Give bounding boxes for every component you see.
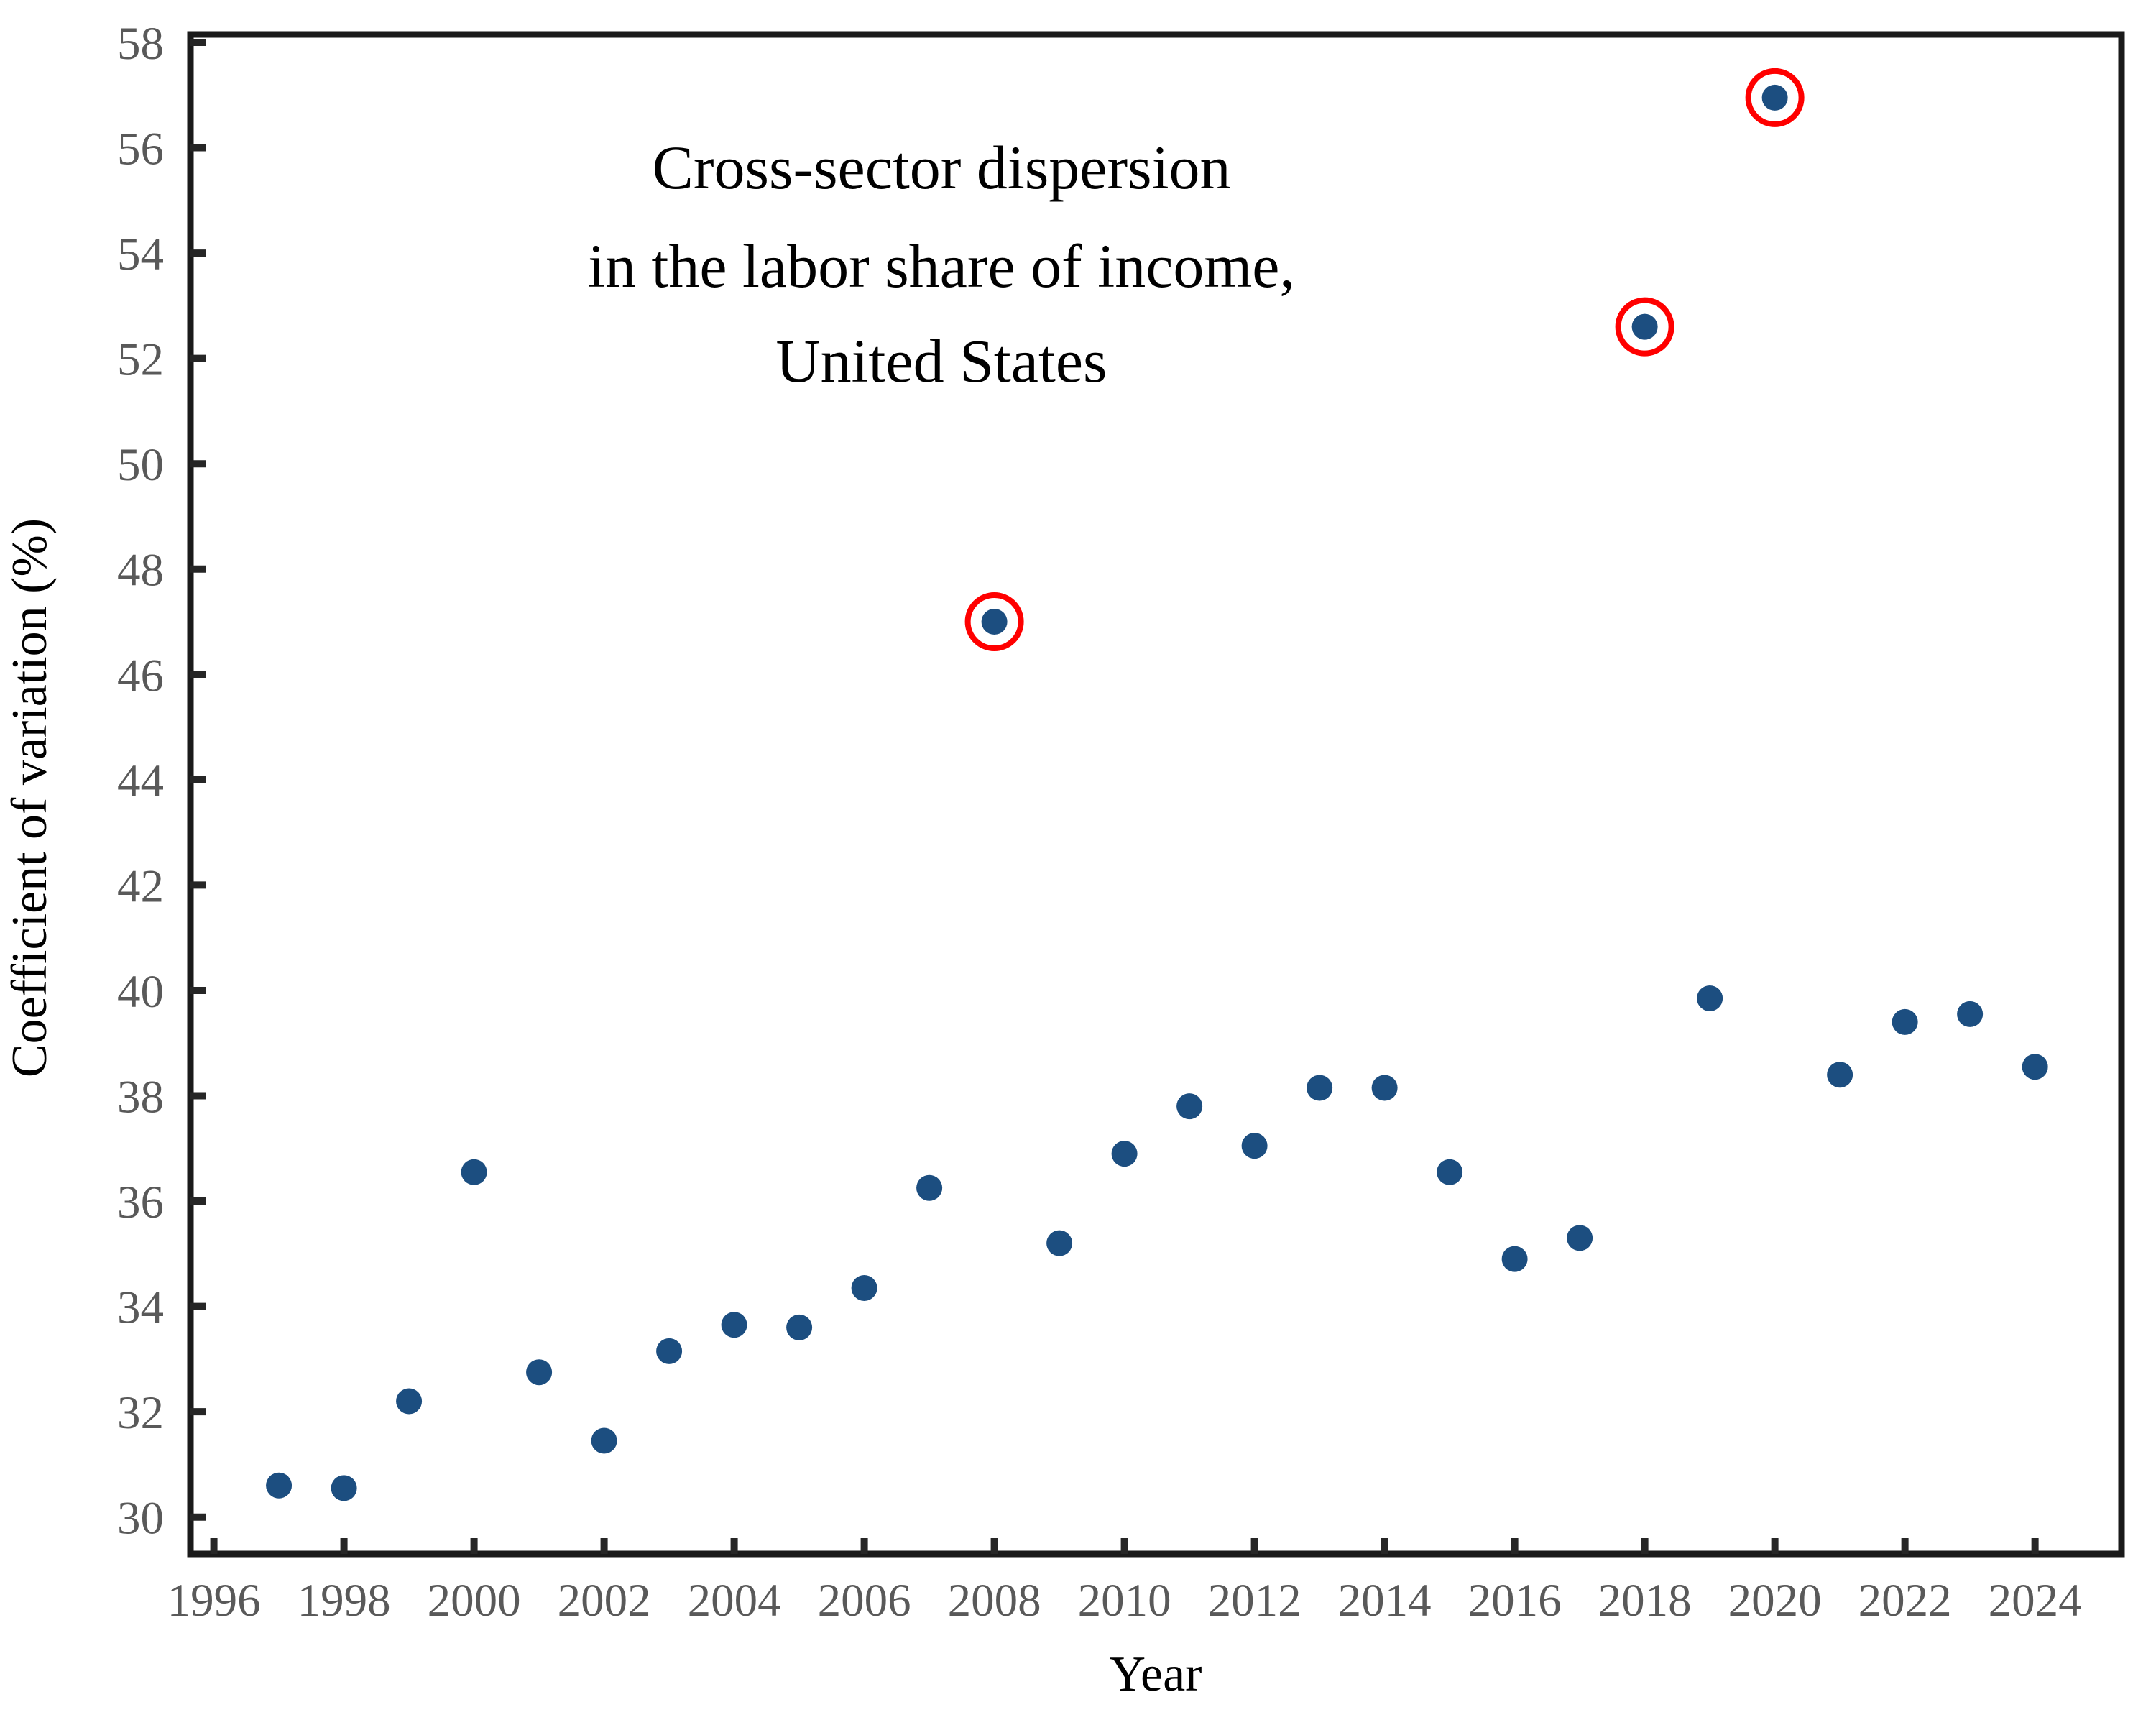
data-point (1111, 1141, 1138, 1167)
y-tick-label: 36 (117, 1177, 164, 1228)
plot-border (187, 31, 2125, 1558)
chart-title-line-3: United States (776, 326, 1107, 395)
data-point (461, 1159, 487, 1185)
data-point (1176, 1093, 1203, 1120)
highlight-ring (1745, 68, 1805, 127)
data-point (396, 1388, 423, 1414)
data-points (266, 68, 2048, 1501)
axis-tick-labels: 30 32 34 36 38 40 42 44 46 48 50 52 54 56 58 1996 1998 20… (117, 18, 2082, 1627)
x-tick-label: 2016 (1468, 1575, 1562, 1627)
data-point (656, 1338, 683, 1364)
y-tick-label: 50 (117, 439, 164, 491)
data-point (1241, 1133, 1268, 1159)
x-tick-label: 2024 (1989, 1575, 2082, 1627)
x-tick-label: 2014 (1338, 1575, 1432, 1627)
y-tick-label: 30 (117, 1493, 164, 1545)
data-point (851, 1274, 877, 1301)
x-tick-label: 2000 (428, 1575, 521, 1627)
y-tick-label: 32 (117, 1387, 164, 1439)
x-tick-label: 2012 (1208, 1575, 1302, 1627)
y-tick-label: 42 (117, 860, 164, 912)
highlight-ring (964, 592, 1024, 652)
highlight-ring (1615, 297, 1674, 356)
chart-title-line-2: in the labor share of income, (588, 231, 1295, 300)
data-point (1761, 84, 1788, 111)
data-point (1827, 1062, 1853, 1088)
y-tick-label: 34 (117, 1282, 164, 1334)
x-tick-label: 2020 (1728, 1575, 1822, 1627)
y-tick-label: 44 (117, 755, 164, 807)
x-tick-label: 2004 (688, 1575, 781, 1627)
data-point (1307, 1075, 1333, 1101)
plot-frame (187, 31, 2125, 1558)
x-tick-label: 2022 (1858, 1575, 1952, 1627)
y-tick-label: 48 (117, 545, 164, 597)
chart-title-line-1: Cross-sector dispersion (653, 133, 1231, 202)
y-tick-label: 38 (117, 1072, 164, 1123)
x-axis-title: Year (1110, 1647, 1202, 1702)
data-point (721, 1312, 747, 1338)
y-tick-label: 46 (117, 650, 164, 702)
data-point (2022, 1054, 2048, 1080)
data-point (526, 1359, 553, 1386)
y-axis-title: Coefficient of variation (%) (2, 518, 57, 1077)
axis-ticks (190, 38, 2039, 1554)
data-point (1957, 1000, 1984, 1027)
x-tick-label: 2006 (818, 1575, 911, 1627)
y-tick-label: 58 (117, 18, 164, 70)
x-tick-label: 2008 (948, 1575, 1041, 1627)
y-tick-label: 52 (117, 334, 164, 386)
x-tick-label: 1996 (167, 1575, 261, 1627)
data-point (1631, 313, 1658, 340)
data-point (1567, 1225, 1593, 1251)
x-tick-label: 2002 (558, 1575, 651, 1627)
data-point (981, 609, 1008, 635)
data-point (916, 1174, 943, 1201)
x-tick-label: 2018 (1598, 1575, 1692, 1627)
data-point (1501, 1246, 1528, 1272)
data-point (1046, 1230, 1073, 1256)
data-point (1371, 1075, 1398, 1101)
data-point (786, 1314, 813, 1340)
data-point (266, 1472, 292, 1499)
data-point (1437, 1159, 1463, 1185)
y-tick-label: 56 (117, 124, 164, 175)
data-point (1892, 1008, 1918, 1035)
x-tick-label: 2010 (1078, 1575, 1171, 1627)
y-tick-label: 54 (117, 229, 164, 280)
data-point (331, 1475, 357, 1501)
y-tick-label: 40 (117, 966, 164, 1018)
x-tick-label: 1998 (298, 1575, 391, 1627)
data-point (1697, 985, 1723, 1011)
data-point (591, 1427, 617, 1454)
